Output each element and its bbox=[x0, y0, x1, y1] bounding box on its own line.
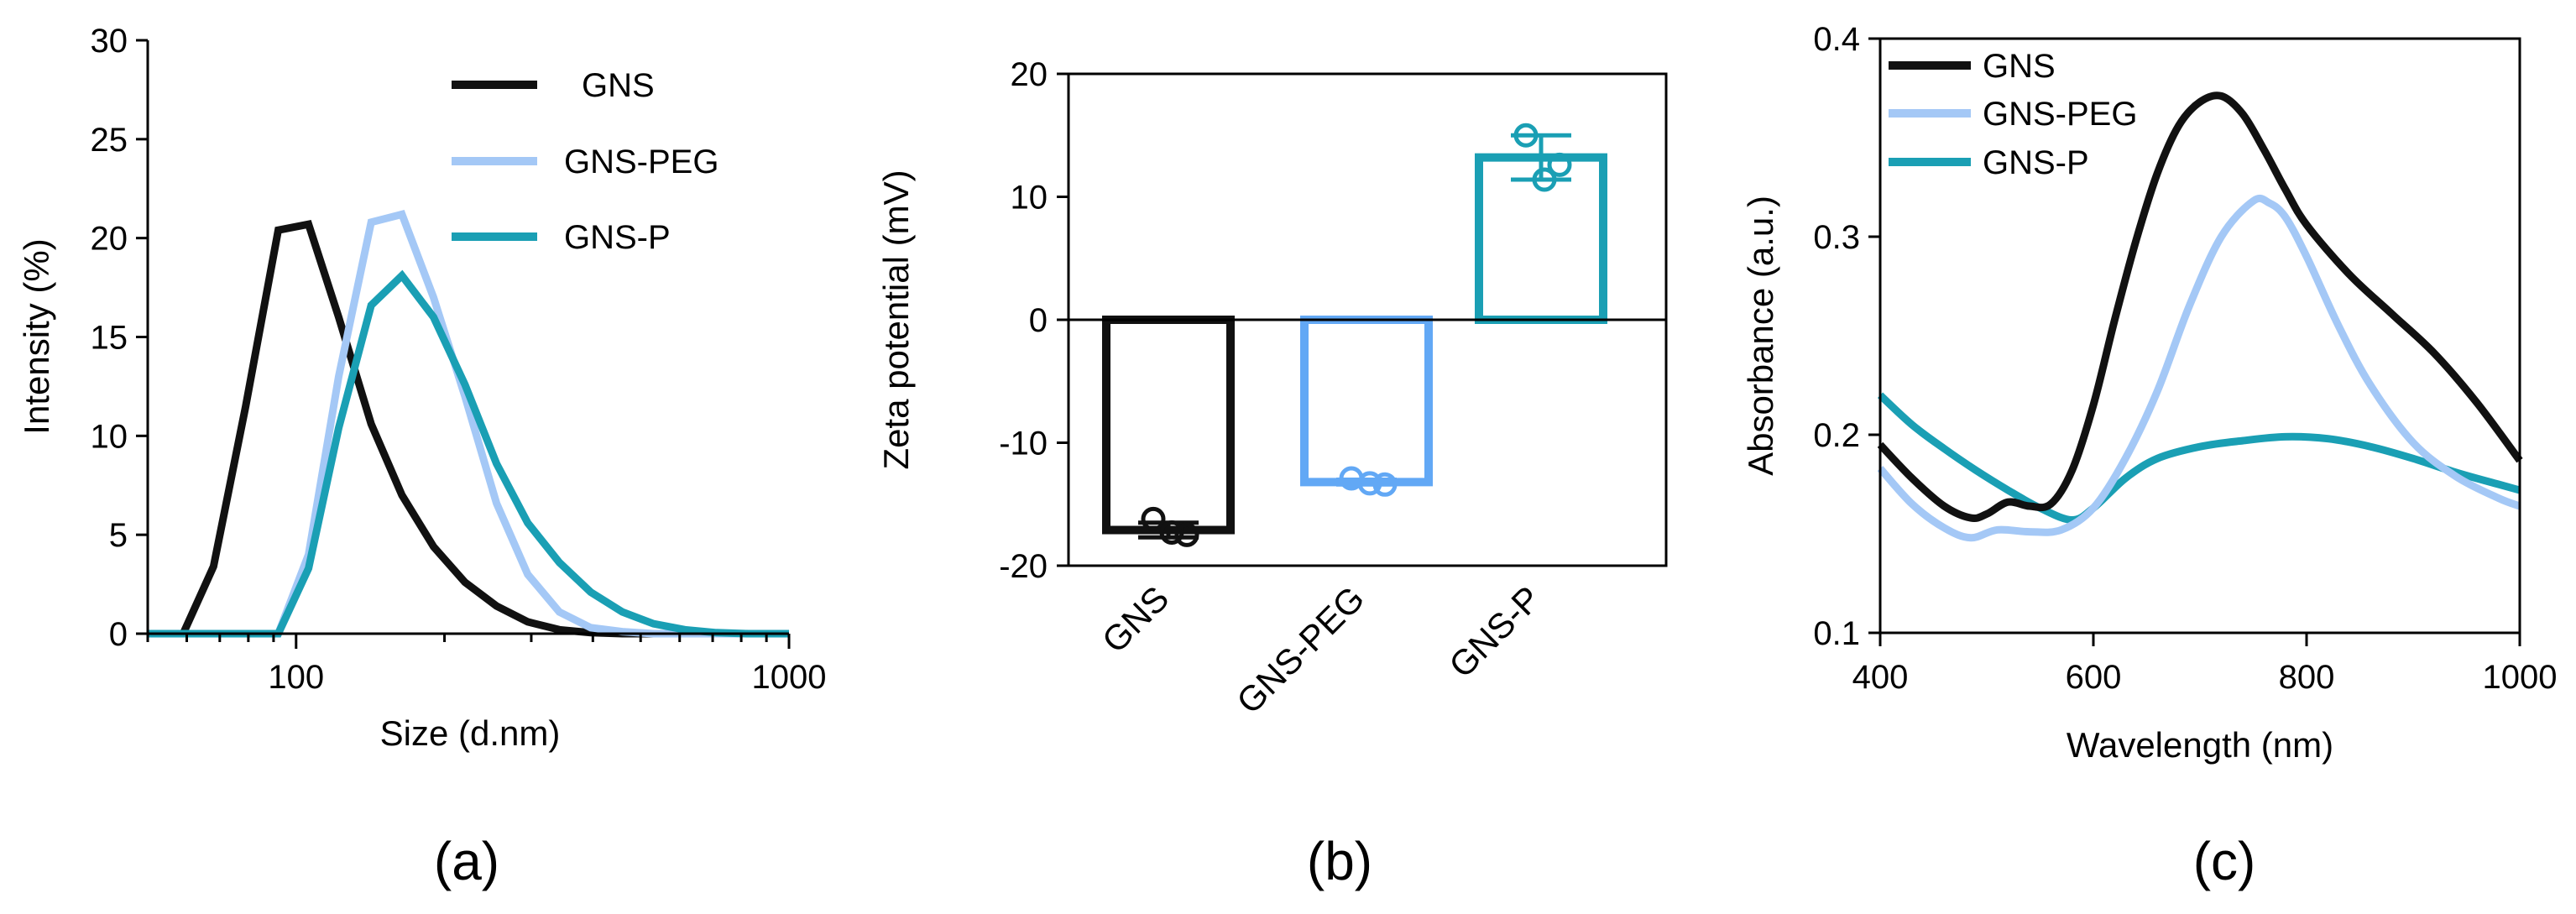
panel-b-data-point bbox=[1513, 123, 1539, 148]
panel-b-data-point bbox=[1532, 167, 1557, 192]
panel-a-y-tick-label: 15 bbox=[91, 320, 128, 357]
panel-a-y-tick-label: 20 bbox=[91, 221, 128, 258]
panel-b-data-point bbox=[1372, 472, 1398, 497]
panel-a-x-tick-label: 1000 bbox=[752, 659, 827, 696]
panel-a-size-distribution: 0 5 10 15 20 25 30 100 1000 Size (d.nm) Intensi… bbox=[17, 23, 826, 891]
panel-a-y-tick-label: 0 bbox=[109, 616, 128, 653]
panel-b-bar-gns-peg bbox=[1300, 316, 1433, 487]
panel-b-category-label: GNS-PEG bbox=[1229, 578, 1372, 721]
panel-c-legend-label-gns: GNS bbox=[1983, 48, 2056, 85]
panel-c-series-gns-p bbox=[1877, 392, 2521, 524]
panel-b-category-label: GNS bbox=[1095, 578, 1177, 661]
panel-b-data-point bbox=[1547, 152, 1572, 177]
panel-a-x-axis-label: Size (d.nm) bbox=[380, 713, 561, 753]
panel-a-axes bbox=[146, 40, 789, 635]
panel-b-category-labels: GNS GNS-PEG GNS-P bbox=[1095, 578, 1549, 721]
panel-a-y-tick-label: 5 bbox=[109, 517, 128, 554]
panel-c-y-ticks: 0.1 0.2 0.3 0.4 bbox=[1813, 21, 1880, 652]
panel-c-legend: GNS GNS-PEG GNS-P bbox=[1889, 48, 2137, 181]
panel-a-y-tick-label: 30 bbox=[91, 23, 128, 60]
panel-b-y-tick-label: 0 bbox=[1029, 302, 1048, 339]
panel-a-legend-label-gns-p: GNS-P bbox=[564, 219, 671, 256]
panel-b-data-point bbox=[1141, 506, 1166, 531]
panel-c-y-tick-label: 0.1 bbox=[1813, 615, 1860, 652]
panel-c-series-gns bbox=[1877, 91, 2523, 522]
panel-a-plot bbox=[148, 210, 789, 638]
panel-a-series-gns-p bbox=[148, 269, 789, 638]
panel-c-x-ticks: 400 600 800 1000 bbox=[1852, 633, 2558, 696]
panel-a-x-tick-label: 100 bbox=[268, 659, 324, 696]
panel-b-y-tick-label: 10 bbox=[1011, 180, 1048, 217]
panel-a-legend: GNS GNS-PEG GNS-P bbox=[452, 67, 718, 256]
panel-b-data-point bbox=[1159, 520, 1184, 545]
panel-c-x-tick-label: 1000 bbox=[2483, 659, 2558, 696]
panel-a-legend-label-gns: GNS bbox=[582, 67, 655, 104]
panel-c-legend-label-gns-peg: GNS-PEG bbox=[1983, 96, 2137, 133]
panel-a-y-tick-label: 10 bbox=[91, 418, 128, 455]
panel-c-label: (c) bbox=[2193, 831, 2256, 891]
panel-a-y-ticks: 0 5 10 15 20 25 30 bbox=[91, 23, 148, 653]
panel-c-legend-label-gns-p: GNS-P bbox=[1983, 144, 2089, 181]
panel-c-absorbance: 0.1 0.2 0.3 0.4 400 600 800 1000 Wavelength (n… bbox=[1741, 21, 2557, 891]
panel-c-y-tick-label: 0.3 bbox=[1813, 219, 1860, 256]
panel-b-y-tick-label: -10 bbox=[999, 426, 1048, 462]
panel-c-x-axis-label: Wavelength (nm) bbox=[2067, 725, 2333, 765]
panel-b-y-ticks: -20 -10 0 10 20 bbox=[999, 56, 1069, 585]
panel-b-plot bbox=[1102, 123, 1607, 547]
panel-b-data-point bbox=[1357, 471, 1382, 496]
panel-c-x-tick-label: 400 bbox=[1852, 659, 1909, 696]
panel-c-frame bbox=[1878, 37, 2521, 635]
panel-a-label: (a) bbox=[434, 831, 499, 891]
panel-c-series-gns-peg bbox=[1877, 194, 2521, 542]
panel-a-x-ticks: 100 1000 bbox=[146, 634, 827, 696]
panel-b-zeta-potential: -20 -10 0 10 20 GNS GNS-PEG GNS-P Zeta potenti… bbox=[876, 56, 1668, 891]
panel-c-y-axis-label: Absorbance (a.u.) bbox=[1741, 196, 1780, 476]
panel-a-y-axis-label: Intensity (%) bbox=[17, 238, 56, 434]
panel-b-category-label: GNS-P bbox=[1441, 578, 1548, 685]
panel-a-series-gns bbox=[148, 220, 789, 638]
panel-c-x-tick-label: 600 bbox=[2066, 659, 2122, 696]
panel-c-plot bbox=[1877, 91, 2523, 542]
panel-c-y-tick-label: 0.2 bbox=[1813, 417, 1860, 454]
panel-b-y-axis-label: Zeta potential (mV) bbox=[876, 170, 916, 469]
panel-c-y-tick-label: 0.4 bbox=[1813, 21, 1860, 58]
panel-b-data-point bbox=[1174, 522, 1199, 547]
panel-b-bar-gns bbox=[1102, 316, 1235, 535]
panel-b-y-tick-label: 20 bbox=[1011, 56, 1048, 93]
panel-a-legend-label-gns-peg: GNS-PEG bbox=[564, 144, 718, 180]
panel-b-label: (b) bbox=[1307, 831, 1372, 891]
panel-c-x-tick-label: 800 bbox=[2279, 659, 2335, 696]
panel-b-y-tick-label: -20 bbox=[999, 548, 1048, 585]
panel-a-y-tick-label: 25 bbox=[91, 122, 128, 159]
